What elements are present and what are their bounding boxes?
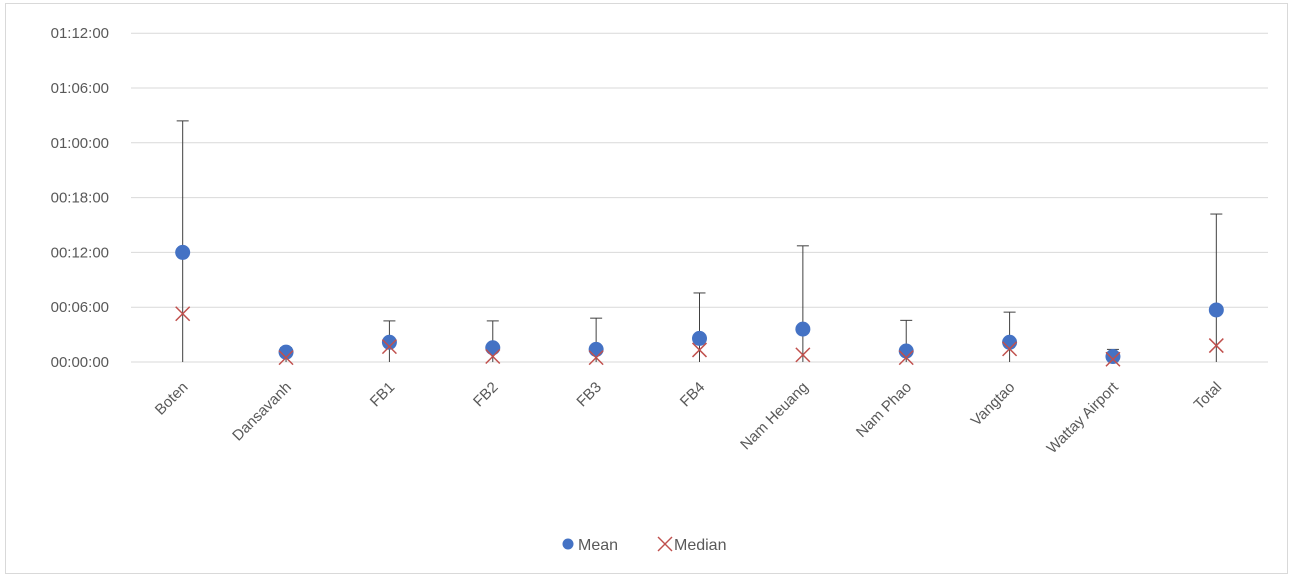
mean-point bbox=[1105, 349, 1121, 365]
median-point bbox=[898, 350, 914, 366]
chart-frame: 00:00:00 00:06:00 00:12:00 00:18:00 01:00:00… bbox=[5, 3, 1288, 574]
mean-point bbox=[175, 244, 191, 260]
y-tick-label: 00:18:00 bbox=[51, 190, 109, 207]
mean-point bbox=[1208, 302, 1224, 318]
mean-point bbox=[1002, 334, 1018, 350]
y-tick-label: 01:12:00 bbox=[51, 25, 109, 42]
mean-point bbox=[381, 334, 397, 350]
y-tick-label: 00:06:00 bbox=[51, 299, 109, 316]
legend: Mean Median bbox=[562, 536, 726, 554]
median-point bbox=[795, 347, 811, 363]
median-point bbox=[588, 350, 604, 366]
y-tick-label: 01:00:00 bbox=[51, 135, 109, 152]
legend-median-marker bbox=[657, 536, 673, 552]
x-category-label: FB3 bbox=[573, 379, 604, 410]
y-tick-label: 01:06:00 bbox=[51, 80, 109, 97]
x-category-label: Nam Heuang bbox=[737, 379, 812, 454]
y-axis-tick-labels: 00:00:00 00:06:00 00:12:00 00:18:00 01:00:00… bbox=[51, 25, 109, 371]
mean-point bbox=[795, 321, 811, 337]
median-point bbox=[381, 339, 397, 355]
y-tick-label: 00:12:00 bbox=[51, 244, 109, 261]
median-series bbox=[175, 306, 1224, 367]
x-axis-category-labels: Boten Dansavanh FB1 FB2 FB3 FB4 Nam Heuang Nam … bbox=[152, 378, 1225, 457]
median-point bbox=[278, 350, 294, 366]
gridlines bbox=[131, 32, 1268, 363]
mean-series bbox=[175, 244, 1224, 365]
chart-svg: 00:00:00 00:06:00 00:12:00 00:18:00 01:00:00… bbox=[51, 25, 1268, 554]
x-category-label: Total bbox=[1191, 379, 1225, 413]
median-point bbox=[1002, 341, 1018, 357]
median-point bbox=[485, 348, 501, 365]
median-point bbox=[175, 306, 191, 322]
median-point bbox=[691, 342, 708, 358]
x-category-label: Boten bbox=[152, 379, 192, 419]
median-point bbox=[1208, 338, 1224, 354]
mean-point bbox=[588, 341, 604, 357]
mean-point bbox=[278, 344, 294, 360]
legend-mean-label: Mean bbox=[578, 537, 618, 554]
error-bars bbox=[176, 120, 1223, 362]
x-category-label: Wattay Airport bbox=[1044, 378, 1123, 457]
legend-median-label: Median bbox=[674, 537, 726, 554]
y-tick-label: 00:00:00 bbox=[51, 354, 109, 371]
mean-point bbox=[485, 340, 501, 356]
legend-mean-marker bbox=[562, 538, 574, 550]
x-category-label: FB2 bbox=[470, 379, 501, 410]
x-category-label: FB1 bbox=[367, 379, 398, 410]
median-point bbox=[1105, 351, 1121, 367]
x-category-label: FB4 bbox=[677, 379, 708, 410]
x-category-label: Vangtao bbox=[968, 379, 1019, 430]
x-category-label: Nam Phao bbox=[853, 379, 915, 441]
mean-point bbox=[898, 343, 914, 359]
mean-point bbox=[692, 330, 707, 346]
x-category-label: Dansavanh bbox=[229, 379, 295, 445]
